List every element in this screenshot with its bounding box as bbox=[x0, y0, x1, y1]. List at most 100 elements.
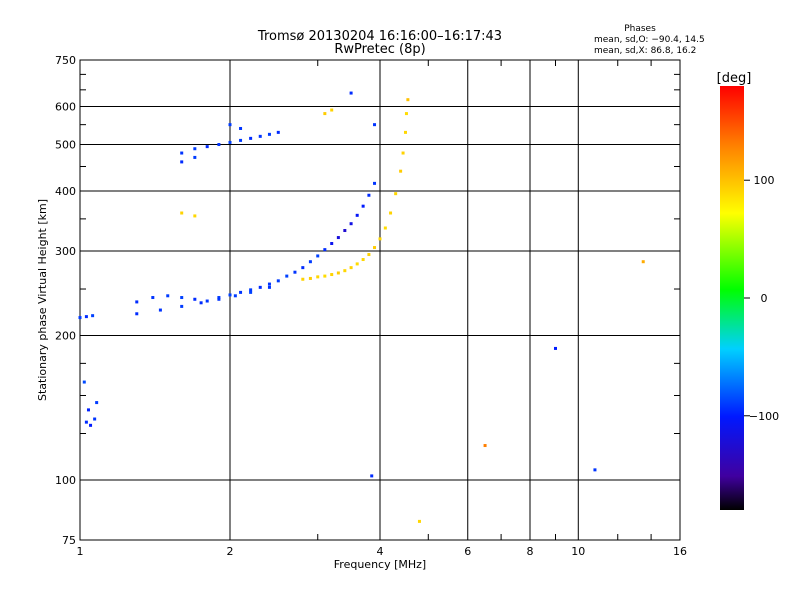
data-point-x bbox=[323, 112, 327, 116]
data-point-o bbox=[89, 423, 93, 427]
data-point-o bbox=[553, 346, 557, 350]
data-point-o bbox=[249, 136, 253, 140]
colorbar-tick-label: −100 bbox=[749, 410, 779, 423]
data-point-o bbox=[239, 290, 243, 294]
data-point-o bbox=[199, 301, 203, 305]
data-point-x bbox=[394, 192, 398, 196]
data-point-o bbox=[308, 260, 312, 264]
data-point-o bbox=[82, 380, 86, 384]
y-tick-label: 400 bbox=[55, 185, 76, 198]
data-point-o bbox=[373, 123, 377, 127]
data-point-o bbox=[239, 126, 243, 130]
data-point-o bbox=[91, 314, 95, 318]
stats-o-line: mean, sd,O: −90.4, 14.5 bbox=[594, 35, 705, 45]
data-point-o bbox=[370, 474, 374, 478]
data-point-o bbox=[193, 155, 197, 159]
data-point-x bbox=[323, 274, 327, 278]
data-point-x bbox=[383, 226, 387, 230]
data-point-o bbox=[84, 315, 88, 319]
x-tick-label: 16 bbox=[673, 545, 687, 558]
data-point-o bbox=[95, 401, 99, 405]
data-point-o bbox=[151, 296, 155, 300]
data-point-o bbox=[267, 282, 271, 286]
data-point-o bbox=[285, 274, 289, 278]
data-point-x bbox=[641, 260, 645, 264]
data-point-o bbox=[367, 193, 371, 197]
data-point-o bbox=[267, 285, 271, 289]
data-point-o bbox=[84, 420, 88, 424]
y-tick-labels: 75 100 200 300 400 500 600 750 bbox=[55, 54, 76, 547]
y-axis-label: Stationary phase Virtual Height [km] bbox=[36, 199, 49, 401]
data-point-x bbox=[373, 246, 377, 250]
data-point-o bbox=[233, 294, 237, 298]
data-point-o bbox=[258, 134, 262, 138]
data-point-o bbox=[355, 213, 359, 217]
x-axis-label: Frequency [MHz] bbox=[334, 558, 426, 571]
x-tick-label: 4 bbox=[377, 545, 384, 558]
x-tick-label: 1 bbox=[77, 545, 84, 558]
data-point-o bbox=[276, 130, 280, 134]
minor-ticks bbox=[80, 60, 680, 540]
x-tick-label: 2 bbox=[227, 545, 234, 558]
x-tick-label: 10 bbox=[571, 545, 585, 558]
colorbar-tick-label: 100 bbox=[754, 174, 775, 187]
data-point-x bbox=[483, 444, 487, 448]
data-point-o bbox=[301, 266, 305, 270]
colorbar-ticks: 100 0 −100 bbox=[744, 174, 779, 423]
data-point-o bbox=[228, 123, 232, 127]
data-point-x bbox=[349, 266, 353, 270]
y-tick-label: 300 bbox=[55, 245, 76, 258]
data-point-x bbox=[180, 211, 184, 215]
data-point-x bbox=[301, 277, 305, 281]
data-point-o bbox=[336, 236, 340, 240]
data-point-o bbox=[316, 254, 320, 258]
data-point-x bbox=[389, 211, 393, 215]
data-point-o bbox=[135, 300, 139, 304]
data-point-o bbox=[217, 297, 221, 301]
data-point-o bbox=[267, 132, 271, 136]
data-point-o bbox=[205, 145, 209, 149]
data-point-o bbox=[249, 288, 253, 292]
data-point-o bbox=[205, 299, 209, 303]
data-point-x bbox=[417, 519, 421, 523]
data-point-o bbox=[249, 290, 253, 294]
data-point-o bbox=[93, 417, 97, 421]
stats-heading: Phases bbox=[624, 24, 656, 34]
data-point-o bbox=[228, 140, 232, 144]
data-point-o bbox=[135, 312, 139, 316]
data-point-o bbox=[361, 204, 365, 208]
y-tick-label: 75 bbox=[62, 534, 76, 547]
data-point-x bbox=[193, 214, 197, 218]
data-point-x bbox=[308, 276, 312, 280]
data-point-x bbox=[378, 237, 382, 241]
data-point-x bbox=[336, 271, 340, 275]
data-point-o bbox=[349, 91, 353, 95]
data-point-o bbox=[78, 316, 82, 320]
data-point-o bbox=[593, 468, 597, 472]
chart-title: Tromsø 20130204 16:16:00–16:17:43 bbox=[257, 29, 502, 44]
y-tick-label: 600 bbox=[55, 101, 76, 114]
data-point-o bbox=[217, 296, 221, 300]
x-tick-labels: 1 2 4 6 8 10 16 bbox=[77, 545, 688, 558]
x-tick-label: 8 bbox=[527, 545, 534, 558]
y-tick-label: 750 bbox=[55, 54, 76, 67]
data-point-o bbox=[86, 408, 90, 412]
data-point-o bbox=[180, 304, 184, 308]
colorbar bbox=[720, 86, 744, 510]
colorbar-tick-label: 0 bbox=[761, 292, 768, 305]
data-point-x bbox=[316, 275, 320, 279]
data-point-x bbox=[355, 262, 359, 266]
colorbar-label: [deg] bbox=[717, 71, 752, 86]
data-point-o bbox=[180, 151, 184, 155]
data-point-x bbox=[406, 98, 410, 102]
data-point-o bbox=[193, 297, 197, 301]
data-point-o bbox=[180, 296, 184, 300]
y-tick-label: 500 bbox=[55, 139, 76, 152]
data-point-o bbox=[166, 294, 170, 298]
chart-subtitle: RwPretec (8p) bbox=[334, 42, 425, 57]
grid-lines bbox=[80, 60, 680, 540]
y-tick-label: 100 bbox=[55, 474, 76, 487]
data-point-o bbox=[330, 242, 334, 246]
data-point-o bbox=[258, 285, 262, 289]
